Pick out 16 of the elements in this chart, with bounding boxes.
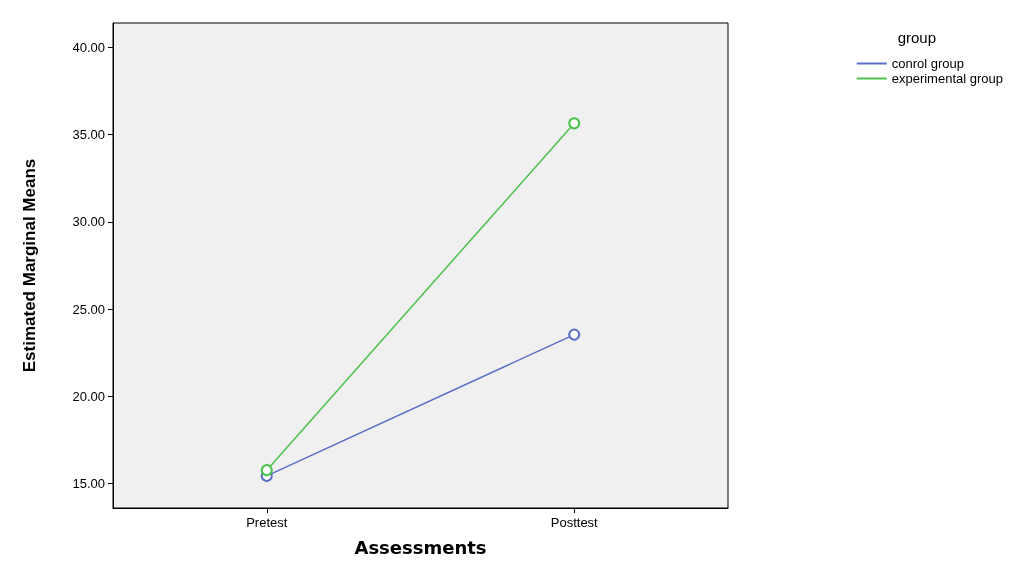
legend-title: group (897, 29, 937, 46)
legend-label: experimental group (891, 71, 1004, 86)
y-tick-label: 20.00 (72, 388, 105, 404)
x-tick-label: Posttest (550, 515, 599, 530)
point (568, 117, 581, 130)
y-tick-label: 40.00 (72, 39, 105, 55)
point (568, 328, 581, 341)
y-tick-label: 35.00 (72, 127, 105, 143)
x-axis-title: Assessments (354, 536, 487, 558)
y-tick-label: 15.00 (72, 476, 105, 492)
y-axis-title: Estimated Marginal Means (20, 158, 39, 373)
x-tick-label: Pretest (246, 515, 288, 530)
legend-label: conrol group (891, 56, 964, 71)
y-tick-label: 25.00 (72, 301, 105, 317)
y-tick-label: 30.00 (72, 214, 105, 230)
point (260, 464, 273, 477)
